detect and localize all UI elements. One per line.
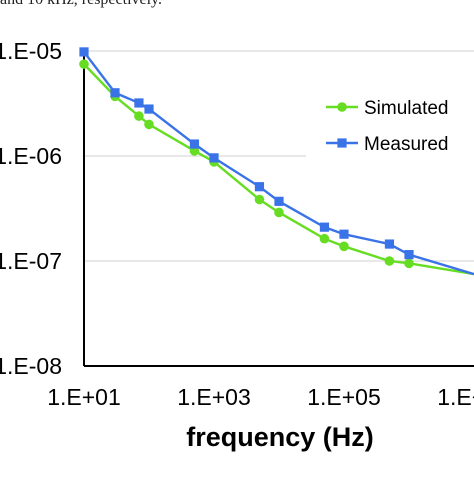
point-measured-11 — [404, 250, 414, 260]
point-measured-8 — [319, 222, 330, 232]
series-line-measured — [83, 51, 474, 276]
point-measured-9 — [339, 229, 349, 239]
legend-marker-measured — [337, 138, 347, 148]
point-simulated-3 — [144, 119, 154, 130]
point-simulated-8 — [319, 233, 330, 244]
x-tick-label-0: 1.E+01 — [47, 384, 121, 410]
point-simulated-0 — [79, 59, 89, 69]
y-tick-label-3: 1.E-08 — [0, 353, 62, 379]
point-measured-5 — [209, 153, 219, 163]
legend-label-simulated: Simulated — [364, 98, 449, 119]
point-measured-2 — [134, 98, 144, 108]
y-tick-label-2: 1.E-07 — [0, 248, 62, 274]
legend-box — [306, 90, 474, 160]
point-simulated-7 — [274, 207, 284, 218]
figure-caption-fragment: and 10 kHz, respectively. — [0, 0, 474, 13]
point-measured-0 — [79, 47, 89, 57]
x-tick-label-1: 1.E+03 — [177, 384, 251, 410]
x-tick-label-3: 1.E+07 — [437, 384, 474, 410]
point-measured-6 — [254, 182, 265, 192]
point-measured-10 — [384, 239, 395, 249]
legend-marker-simulated — [337, 102, 347, 112]
point-simulated-9 — [339, 241, 349, 252]
point-measured-1 — [110, 88, 120, 98]
x-tick-label-2: 1.E+05 — [307, 384, 381, 410]
legend-label-measured: Measured — [364, 134, 449, 155]
y-tick-label-0: 1.E-05 — [0, 38, 62, 64]
y-tick-label-1: 1.E-06 — [0, 143, 62, 169]
x-axis-title: frequency (Hz) — [186, 422, 374, 452]
point-measured-4 — [189, 139, 200, 149]
point-simulated-2 — [134, 111, 144, 121]
point-simulated-11 — [404, 258, 414, 269]
point-simulated-6 — [254, 194, 265, 205]
point-measured-7 — [274, 196, 284, 206]
point-simulated-10 — [384, 256, 395, 266]
point-measured-3 — [144, 104, 154, 114]
